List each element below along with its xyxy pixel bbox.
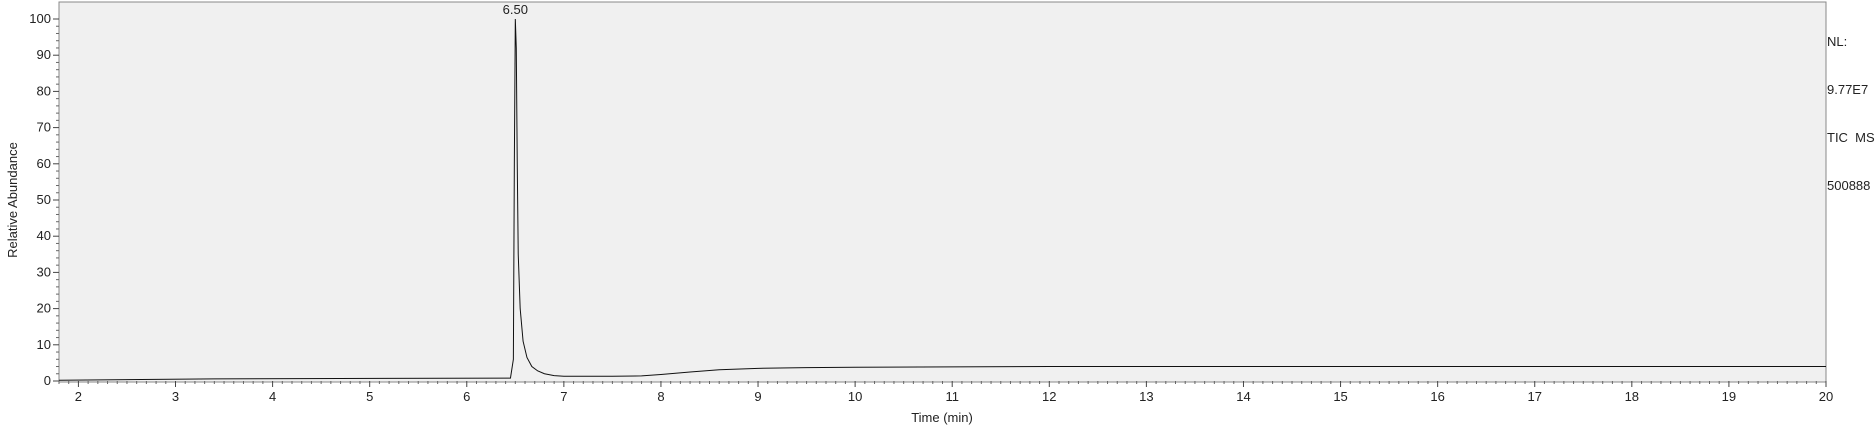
x-tick-label: 17 [1528, 389, 1542, 404]
x-tick-label: 2 [75, 389, 82, 404]
y-tick-label: 30 [37, 264, 51, 279]
x-tick-label: 18 [1625, 389, 1639, 404]
y-axis-title: Relative Abundance [5, 142, 20, 258]
x-tick-label: 19 [1722, 389, 1736, 404]
y-tick-label: 60 [37, 156, 51, 171]
x-tick-label: 20 [1819, 389, 1833, 404]
y-axis: 0 10 20 30 40 50 60 70 80 90 100 [29, 11, 59, 388]
x-tick-label: 3 [172, 389, 179, 404]
x-tick-label: 15 [1333, 389, 1347, 404]
info-panel: NL: 9.77E7 TIC MS 500888 [1827, 2, 1875, 210]
x-tick-label: 4 [269, 389, 276, 404]
y-tick-label: 20 [37, 301, 51, 316]
x-tick-label: 5 [366, 389, 373, 404]
y-tick-label: 80 [37, 83, 51, 98]
x-tick-label: 8 [657, 389, 664, 404]
plot-area [58, 1, 1827, 383]
x-tick-label: 12 [1042, 389, 1056, 404]
y-tick-label: 70 [37, 120, 51, 135]
info-line-nl: NL: [1827, 34, 1848, 49]
x-axis: 2 3 4 5 6 7 8 9 10 11 12 13 14 15 16 17 18 19 20 [58, 381, 1833, 404]
y-tick-label: 100 [29, 11, 51, 26]
x-tick-label: 14 [1236, 389, 1250, 404]
info-line-nl-value: 9.77E7 [1827, 82, 1869, 97]
tic-trace-line [58, 18, 1826, 381]
x-tick-label: 11 [945, 389, 959, 404]
x-tick-label: 16 [1430, 389, 1444, 404]
y-tick-label: 50 [37, 192, 51, 207]
y-tick-label: 10 [37, 337, 51, 352]
x-tick-label: 7 [560, 389, 567, 404]
x-tick-label: 6 [463, 389, 470, 404]
y-tick-label: 40 [37, 228, 51, 243]
x-tick-label: 9 [754, 389, 761, 404]
info-line-sample-id: 500888 [1827, 178, 1871, 193]
y-tick-label: 0 [44, 373, 51, 388]
x-tick-label: 13 [1139, 389, 1153, 404]
x-tick-label: 10 [848, 389, 862, 404]
peak-label-6-50: 6.50 [503, 2, 528, 17]
y-tick-label: 90 [37, 47, 51, 62]
info-line-scan-type: TIC MS [1827, 130, 1875, 145]
x-axis-title: Time (min) [911, 410, 973, 425]
